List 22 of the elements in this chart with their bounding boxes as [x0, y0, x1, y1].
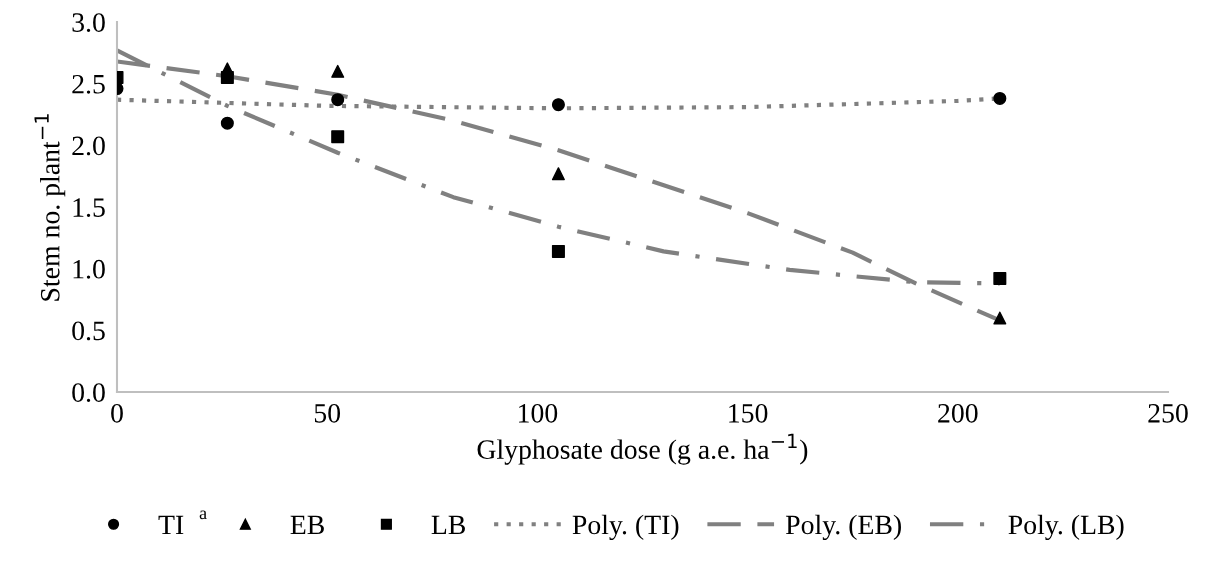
legend-label: Poly. (TI) [572, 514, 679, 540]
legend-label: TI [158, 515, 184, 535]
legend-label: Poly. (EB) [785, 514, 901, 540]
y-tick-label: 1.0 [73, 259, 105, 279]
legend-label: EB [290, 515, 324, 535]
x-tick-label: 200 [938, 403, 978, 423]
y-tick-label: 1.5 [73, 198, 105, 218]
x-tick-label: 250 [1148, 403, 1188, 423]
x-tick-label: 150 [729, 403, 768, 423]
x-axis-title: Glyphosate dose (g a.e. ha$^{−1}$) [477, 433, 808, 465]
y-tick-label: 2.0 [72, 136, 105, 156]
text: a [199, 510, 207, 520]
legend-label: LB [431, 515, 465, 535]
y-tick-label: 3.0 [72, 13, 105, 33]
y-tick-label: 0.0 [72, 383, 105, 403]
x-tick-label: 100 [519, 403, 558, 423]
legend-label: Poly. (LB) [1008, 514, 1124, 540]
y-axis-title: Stem no. plant$^{−1}$ [34, 114, 66, 301]
y-tick-label: 2.5 [72, 74, 105, 94]
y-tick-label: 0.5 [72, 321, 105, 341]
x-tick-label: 0 [111, 403, 123, 423]
x-tick-label: 50 [314, 403, 341, 423]
